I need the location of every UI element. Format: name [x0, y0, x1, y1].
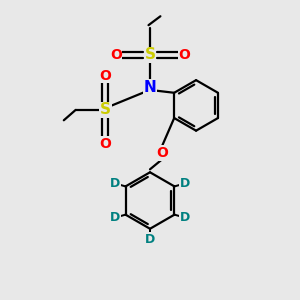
Text: O: O: [156, 146, 168, 160]
Text: N: N: [144, 80, 156, 95]
Text: O: O: [178, 48, 190, 62]
Text: S: S: [145, 47, 155, 62]
Text: O: O: [110, 48, 122, 62]
Text: D: D: [110, 211, 120, 224]
Text: D: D: [180, 177, 190, 190]
Text: D: D: [180, 211, 190, 224]
Text: O: O: [100, 69, 111, 83]
Text: D: D: [110, 177, 120, 190]
Text: O: O: [100, 137, 111, 151]
Text: D: D: [145, 233, 155, 246]
Text: S: S: [100, 102, 111, 117]
